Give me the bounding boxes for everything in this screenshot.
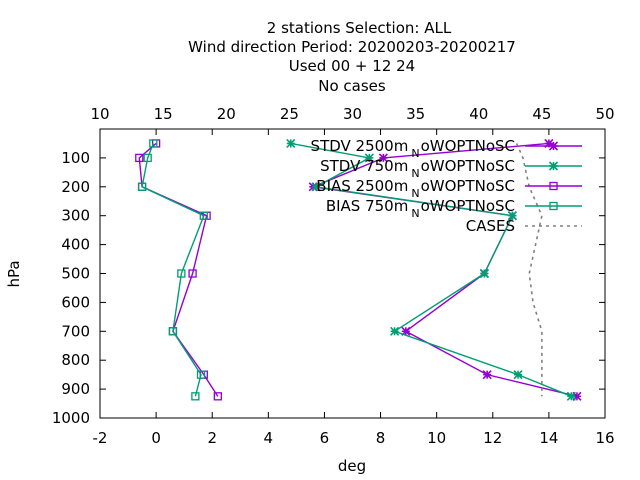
y-axis-label: hPa — [5, 260, 23, 287]
y-tick-label: 700 — [61, 322, 90, 340]
y-tick-label: 600 — [61, 293, 90, 311]
x-bottom-tick-label: 6 — [320, 429, 330, 447]
x-top-tick-label: 15 — [154, 105, 173, 123]
x-top-tick-label: 40 — [469, 105, 488, 123]
x-top-tick-label: 50 — [595, 105, 614, 123]
series-line-1 — [290, 142, 572, 397]
y-tick-label: 800 — [61, 351, 90, 369]
y-tick-label: 400 — [61, 236, 90, 254]
series-layer — [135, 138, 582, 401]
legend-label-main: BIAS 2500m — [316, 177, 408, 195]
legend-label: STDV 2500m NoWOPTNoSC — [311, 137, 515, 160]
legend-label-main: BIAS 750m — [326, 197, 409, 215]
legend-label: BIAS 750m NoWOPTNoSC — [326, 197, 515, 220]
title-line-1: 2 stations Selection: ALL — [267, 19, 452, 37]
series-3-point — [149, 139, 158, 148]
legend-entry-0: STDV 2500m NoWOPTNoSC — [311, 137, 582, 160]
series-1-point — [479, 268, 489, 279]
y-tick-label: 500 — [61, 265, 90, 283]
series-line-2 — [138, 142, 219, 397]
series-1-point — [566, 391, 576, 401]
legend-label-sub: N — [411, 147, 419, 160]
series-1-point — [364, 153, 374, 163]
legend-entry-4: CASES — [466, 217, 582, 235]
x-top-tick-label: 30 — [343, 105, 362, 123]
x-bottom-tick-label: 0 — [151, 429, 161, 447]
x-bottom-tick-label: 16 — [595, 429, 614, 447]
series-2-point — [135, 153, 144, 163]
series-line-3 — [141, 143, 205, 397]
y-tick-label: 300 — [61, 207, 90, 225]
title-line-2: Wind direction Period: 20200203-20200217 — [188, 38, 516, 56]
series-3-point — [199, 211, 208, 220]
y-tick-label: 900 — [61, 380, 90, 398]
x-bottom-tick-label: 4 — [264, 429, 274, 447]
series-3-point — [191, 392, 200, 401]
legend-label: CASES — [466, 217, 515, 235]
series-line-4 — [515, 143, 543, 397]
series-0-point — [482, 370, 492, 380]
chart-title: 2 stations Selection: ALL Wind direction… — [188, 19, 516, 95]
y-tick-label: 1000 — [52, 409, 90, 427]
series-3-point — [168, 327, 178, 336]
x-bottom-tick-label: 8 — [376, 429, 386, 447]
legend-label-sub: N — [411, 187, 419, 200]
series-3-point — [177, 269, 186, 278]
legend-entry-2: BIAS 2500m NoWOPTNoSC — [316, 177, 582, 200]
series-3-point — [196, 370, 206, 379]
legend-label-tail: oWOPTNoSC — [421, 177, 515, 195]
legend-marker — [548, 141, 559, 151]
x-bottom-tick-label: 12 — [483, 429, 502, 447]
legend-label-main: STDV 750m — [320, 157, 408, 175]
legend-label-sub: N — [411, 207, 419, 220]
x-top-tick-label: 25 — [280, 105, 299, 123]
x-bottom-tick-label: -2 — [93, 429, 108, 447]
x-top-tick-label: 20 — [217, 105, 236, 123]
x-bottom-tick-label: 10 — [427, 429, 446, 447]
axis-ticks: -2 0 2 4 6 8 10 12 14 16 10 15 20 25 30 35 40 45 50 100 200 3… — [52, 105, 615, 447]
title-line-3: Used 00 + 12 24 — [289, 57, 415, 75]
series-1-point — [390, 326, 400, 336]
legend-label-tail: oWOPTNoSC — [421, 137, 515, 155]
x-bottom-tick-label: 2 — [207, 429, 217, 447]
series-1-point — [286, 138, 296, 149]
legend-label-tail: oWOPTNoSC — [421, 197, 515, 215]
legend-entry-1: STDV 750m NoWOPTNoSC — [320, 157, 582, 180]
x-axis-label: deg — [338, 457, 366, 475]
series-2-point — [213, 392, 222, 401]
y-tick-label: 200 — [61, 178, 90, 196]
y-tick-label: 100 — [61, 149, 90, 167]
legend-marker — [549, 201, 558, 211]
x-bottom-tick-label: 14 — [539, 429, 558, 447]
x-top-tick-label: 10 — [90, 105, 109, 123]
legend-marker — [548, 161, 559, 171]
legend-label: BIAS 2500m NoWOPTNoSC — [316, 177, 515, 200]
legend-marker — [549, 181, 558, 191]
legend-label-main: CASES — [466, 217, 515, 235]
legend-label-tail: oWOPTNoSC — [421, 157, 515, 175]
legend-label: STDV 750m NoWOPTNoSC — [320, 157, 515, 180]
title-line-4: No cases — [318, 77, 386, 95]
x-top-tick-label: 45 — [532, 105, 551, 123]
series-0-point — [378, 153, 388, 163]
series-1-point — [513, 370, 523, 380]
legend-label-main: STDV 2500m — [311, 137, 409, 155]
series-1-point — [311, 182, 321, 192]
series-3-point — [137, 182, 147, 191]
series-3-point — [143, 153, 152, 163]
legend-label-sub: N — [411, 167, 419, 180]
legend-entry-3: BIAS 750m NoWOPTNoSC — [326, 197, 582, 220]
series-2-point — [188, 269, 197, 278]
x-top-tick-label: 35 — [406, 105, 425, 123]
series-1-point — [507, 211, 517, 221]
